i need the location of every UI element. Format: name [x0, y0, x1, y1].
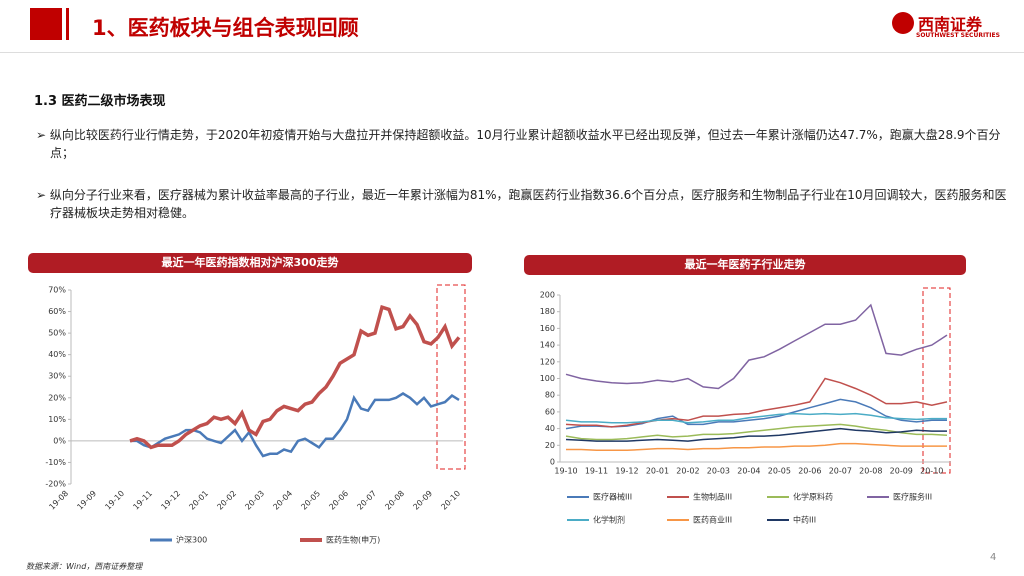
y-tick-label: 20% — [48, 393, 66, 402]
x-tick-label: 20-01 — [187, 489, 210, 512]
highlight-box — [436, 284, 466, 470]
x-tick-label: 19-12 — [159, 489, 182, 512]
x-tick-label: 20-09 — [411, 489, 434, 512]
y-tick-label: 0 — [550, 458, 555, 467]
y-tick-label: 180 — [540, 307, 555, 316]
x-tick-label: 20-05 — [768, 467, 791, 476]
x-tick-label: 20-02 — [215, 489, 238, 512]
legend-label: 化学原料药 — [793, 492, 833, 502]
y-tick-label: 80 — [545, 391, 555, 400]
x-tick-label: 19-10 — [554, 467, 577, 476]
x-tick-label: 19-10 — [103, 489, 126, 512]
series-line — [565, 398, 947, 430]
legend-label: 化学制剂 — [593, 515, 625, 525]
x-tick-label: 20-04 — [737, 467, 760, 476]
y-tick-label: 60 — [545, 407, 555, 416]
y-tick-label: 20 — [545, 441, 555, 450]
x-tick-label: 20-01 — [646, 467, 669, 476]
y-tick-label: 120 — [540, 357, 555, 366]
y-tick-label: 40 — [545, 424, 555, 433]
x-tick-label: 20-10 — [439, 489, 462, 512]
y-tick-label: 200 — [540, 291, 555, 300]
chart-title-bar: 最近一年医药指数相对沪深300走势 — [28, 253, 472, 273]
highlight-box — [922, 287, 951, 474]
section-title: 1.3 医药二级市场表现 — [34, 94, 166, 109]
x-tick-label: 20-08 — [383, 489, 406, 512]
bullet: ➢ 纵向比较医药行业行情走势，于2020年初疫情开始与大盘拉开并保持超额收益。1… — [36, 128, 1001, 160]
legend-label: 医药商业III — [693, 515, 732, 525]
legend-label: 医药生物(申万) — [326, 535, 380, 545]
y-tick-label: -20% — [45, 480, 66, 489]
y-tick-label: 70% — [48, 286, 66, 295]
series-line — [565, 423, 948, 441]
y-tick-label: 10% — [48, 415, 66, 424]
x-tick-label: 20-06 — [327, 489, 350, 512]
header-rule — [0, 52, 1024, 53]
source: 数据来源：Wind，西南证券整理 — [26, 562, 143, 571]
x-tick-label: 19-08 — [47, 489, 70, 512]
x-tick-label: 20-02 — [676, 467, 699, 476]
x-tick-label: 20-03 — [707, 467, 730, 476]
x-tick-label: 20-08 — [859, 467, 882, 476]
x-tick-label: 20-07 — [355, 489, 378, 512]
series-line — [129, 304, 461, 450]
x-tick-label: 20-09 — [890, 467, 913, 476]
x-tick-label: 20-10 — [920, 467, 943, 476]
y-tick-label: 100 — [540, 374, 555, 383]
y-tick-label: 40% — [48, 350, 66, 359]
series-line — [130, 392, 460, 458]
bullet-text: 纵向比较医药行业行情走势，于2020年初疫情开始与大盘拉开并保持超额收益。10月… — [49, 128, 1001, 160]
logo: 西南证券 — [918, 15, 983, 34]
y-tick-label: 0% — [53, 436, 66, 445]
y-tick-label: 140 — [540, 341, 555, 350]
legend-label: 中药III — [793, 515, 816, 525]
series-line — [565, 303, 948, 390]
x-tick-label: 19-11 — [585, 467, 608, 476]
y-tick-label: 30% — [48, 372, 66, 381]
x-tick-label: 20-05 — [299, 489, 322, 512]
x-tick-label: 20-06 — [798, 467, 821, 476]
x-tick-label: 19-12 — [615, 467, 638, 476]
series-line — [565, 427, 947, 442]
x-tick-label: 20-04 — [271, 489, 294, 512]
page-title: 1、医药板块与组合表现回顾 — [92, 16, 359, 40]
bullet: ➢ 纵向分子行业来看，医疗器械为累计收益率最高的子行业，最近一年累计涨幅为81%… — [36, 188, 1007, 220]
x-tick-label: 19-11 — [131, 489, 154, 512]
legend-label: 生物制品III — [693, 492, 732, 502]
bullet-text: 纵向分子行业来看，医疗器械为累计收益率最高的子行业，最近一年累计涨幅为81%，跑… — [49, 188, 1007, 220]
x-tick-label: 20-07 — [829, 467, 852, 476]
logo-icon — [892, 12, 914, 34]
logo-sub: SOUTHWEST SECURITIES — [916, 32, 1000, 39]
title-mark — [30, 8, 62, 40]
legend-label: 沪深300 — [176, 535, 207, 545]
y-tick-label: -10% — [45, 458, 66, 467]
series-line — [565, 377, 948, 428]
y-tick-label: 160 — [540, 324, 555, 333]
x-tick-label: 20-03 — [243, 489, 266, 512]
title-mark-line — [66, 8, 69, 40]
legend-label: 医疗器械III — [593, 492, 632, 502]
legend-label: 医疗服务III — [893, 492, 932, 502]
series-line — [566, 442, 947, 452]
x-tick-label: 19-09 — [75, 489, 98, 512]
series-line — [565, 412, 947, 424]
page-number: 4 — [990, 552, 997, 563]
chart-title-bar: 最近一年医药子行业走势 — [524, 255, 966, 275]
y-tick-label: 60% — [48, 307, 66, 316]
y-tick-label: 50% — [48, 329, 66, 338]
